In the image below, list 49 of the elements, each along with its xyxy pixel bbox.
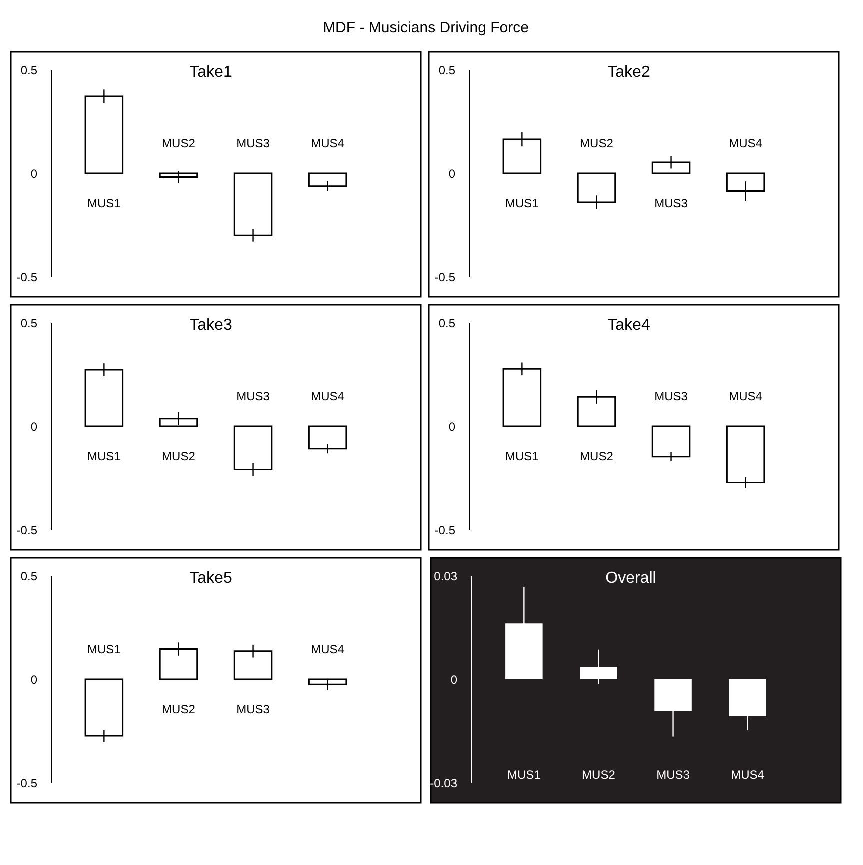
y-tick-label: 0: [448, 420, 456, 434]
chart-title: Take3: [190, 317, 232, 334]
chart-title: Take1: [190, 64, 232, 81]
x-tick-label: MUS1: [88, 196, 122, 210]
chart-title: Take2: [608, 64, 650, 81]
x-tick-label: MUS2: [582, 768, 616, 782]
x-tick-label: MUS1: [508, 768, 542, 782]
x-tick-label: MUS3: [236, 702, 270, 716]
chart-title: Overall: [606, 570, 656, 587]
x-tick-label: MUS3: [654, 196, 688, 210]
x-tick-label: MUS3: [236, 390, 270, 404]
y-tick-label: 0.5: [438, 64, 456, 78]
y-tick-label: 0: [30, 167, 38, 181]
y-tick-label: -0.5: [434, 270, 456, 284]
y-tick-label: 0.5: [20, 316, 38, 330]
x-tick-label: MUS1: [88, 642, 122, 656]
x-tick-label: MUS4: [729, 136, 763, 150]
x-tick-label: MUS4: [729, 390, 763, 404]
x-tick-label: MUS3: [654, 390, 688, 404]
y-tick-label: 0.5: [438, 316, 456, 330]
y-tick-label: 0: [30, 420, 38, 434]
x-tick-label: MUS1: [506, 450, 540, 464]
x-tick-label: MUS4: [311, 390, 345, 404]
x-tick-label: MUS2: [162, 136, 196, 150]
x-tick-label: MUS2: [162, 702, 196, 716]
y-tick-label: 0: [450, 673, 458, 687]
y-tick-label: 0: [448, 167, 456, 181]
y-tick-label: -0.03: [430, 776, 458, 790]
x-tick-label: MUS4: [311, 642, 345, 656]
chart-title: Take5: [190, 570, 232, 587]
y-tick-label: 0.03: [434, 570, 458, 584]
text: MDF - Musicians Driving Force: [323, 19, 529, 36]
x-tick-label: MUS1: [88, 450, 122, 464]
x-tick-label: MUS2: [580, 136, 614, 150]
y-tick-label: 0.5: [20, 570, 38, 584]
x-tick-label: MUS4: [731, 768, 765, 782]
y-tick-label: -0.5: [16, 524, 38, 538]
chart-title: Take4: [608, 317, 650, 334]
y-tick-label: 0: [30, 673, 38, 687]
y-tick-label: 0.5: [20, 64, 38, 78]
x-tick-label: MUS2: [162, 450, 196, 464]
y-tick-label: -0.5: [16, 270, 38, 284]
y-tick-label: -0.5: [434, 524, 456, 538]
x-tick-label: MUS3: [656, 768, 690, 782]
x-tick-label: MUS2: [580, 450, 614, 464]
x-tick-label: MUS4: [311, 136, 345, 150]
x-tick-label: MUS1: [506, 196, 540, 210]
y-tick-label: -0.5: [16, 776, 38, 790]
x-tick-label: MUS3: [236, 136, 270, 150]
